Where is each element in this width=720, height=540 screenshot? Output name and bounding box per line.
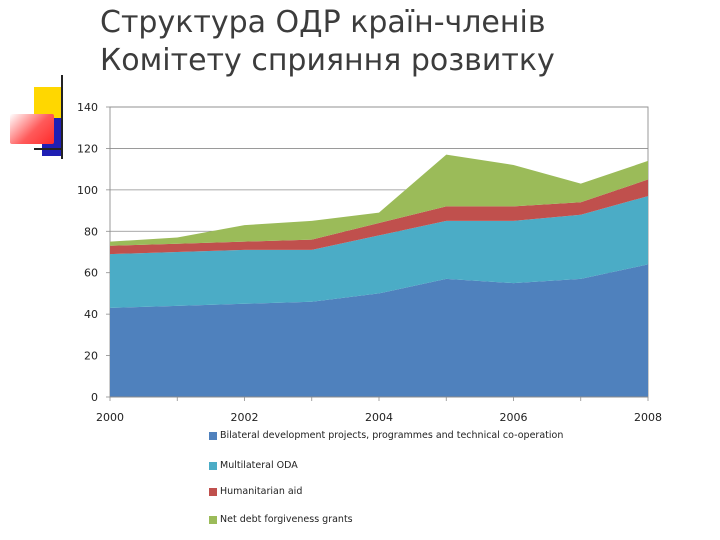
x-tick-label: 2006: [500, 411, 528, 424]
decorative-red-shape: [10, 114, 54, 144]
slide-title-line-1: Структура ОДР країн-членів: [100, 5, 546, 40]
legend-item: Net debt forgiveness grants: [209, 514, 353, 525]
x-tick-label: 2008: [634, 411, 662, 424]
area-series-3: [110, 179, 648, 255]
y-tick-label: 120: [77, 142, 98, 155]
legend-swatch: [209, 515, 217, 524]
y-tick-label: 140: [77, 101, 98, 114]
legend-label: Net debt forgiveness grants: [220, 514, 353, 525]
y-tick-label: 0: [91, 391, 98, 404]
y-tick-label: 100: [77, 184, 98, 197]
legend-item: Bilateral development projects, programm…: [209, 430, 563, 441]
x-tick-label: 2004: [365, 411, 393, 424]
decorative-horizontal-line: [34, 148, 62, 150]
area-series-2: [110, 196, 648, 308]
y-tick-label: 60: [84, 267, 98, 280]
y-tick-label: 20: [84, 350, 98, 363]
slide-title: Структура ОДР країн-членів Комітету спри…: [100, 4, 700, 80]
y-tick-label: 40: [84, 308, 98, 321]
legend-label: Bilateral development projects, programm…: [220, 430, 564, 441]
legend-item: Multilateral ODA: [209, 460, 298, 471]
slide-title-line-2: Комітету сприяння розвитку: [100, 43, 555, 78]
decorative-vertical-line: [61, 75, 63, 159]
legend-label: Multilateral ODA: [220, 460, 298, 471]
y-tick-label: 80: [84, 225, 98, 238]
legend-label: Humanitarian aid: [220, 486, 303, 497]
legend-item: Humanitarian aid: [209, 486, 302, 497]
x-tick-label: 2000: [96, 411, 124, 424]
area-series-1: [110, 264, 648, 397]
area-series-4: [110, 154, 648, 246]
x-tick-label: 2002: [231, 411, 259, 424]
legend-swatch: [209, 431, 217, 440]
legend-swatch: [209, 461, 217, 470]
legend-swatch: [209, 487, 217, 496]
